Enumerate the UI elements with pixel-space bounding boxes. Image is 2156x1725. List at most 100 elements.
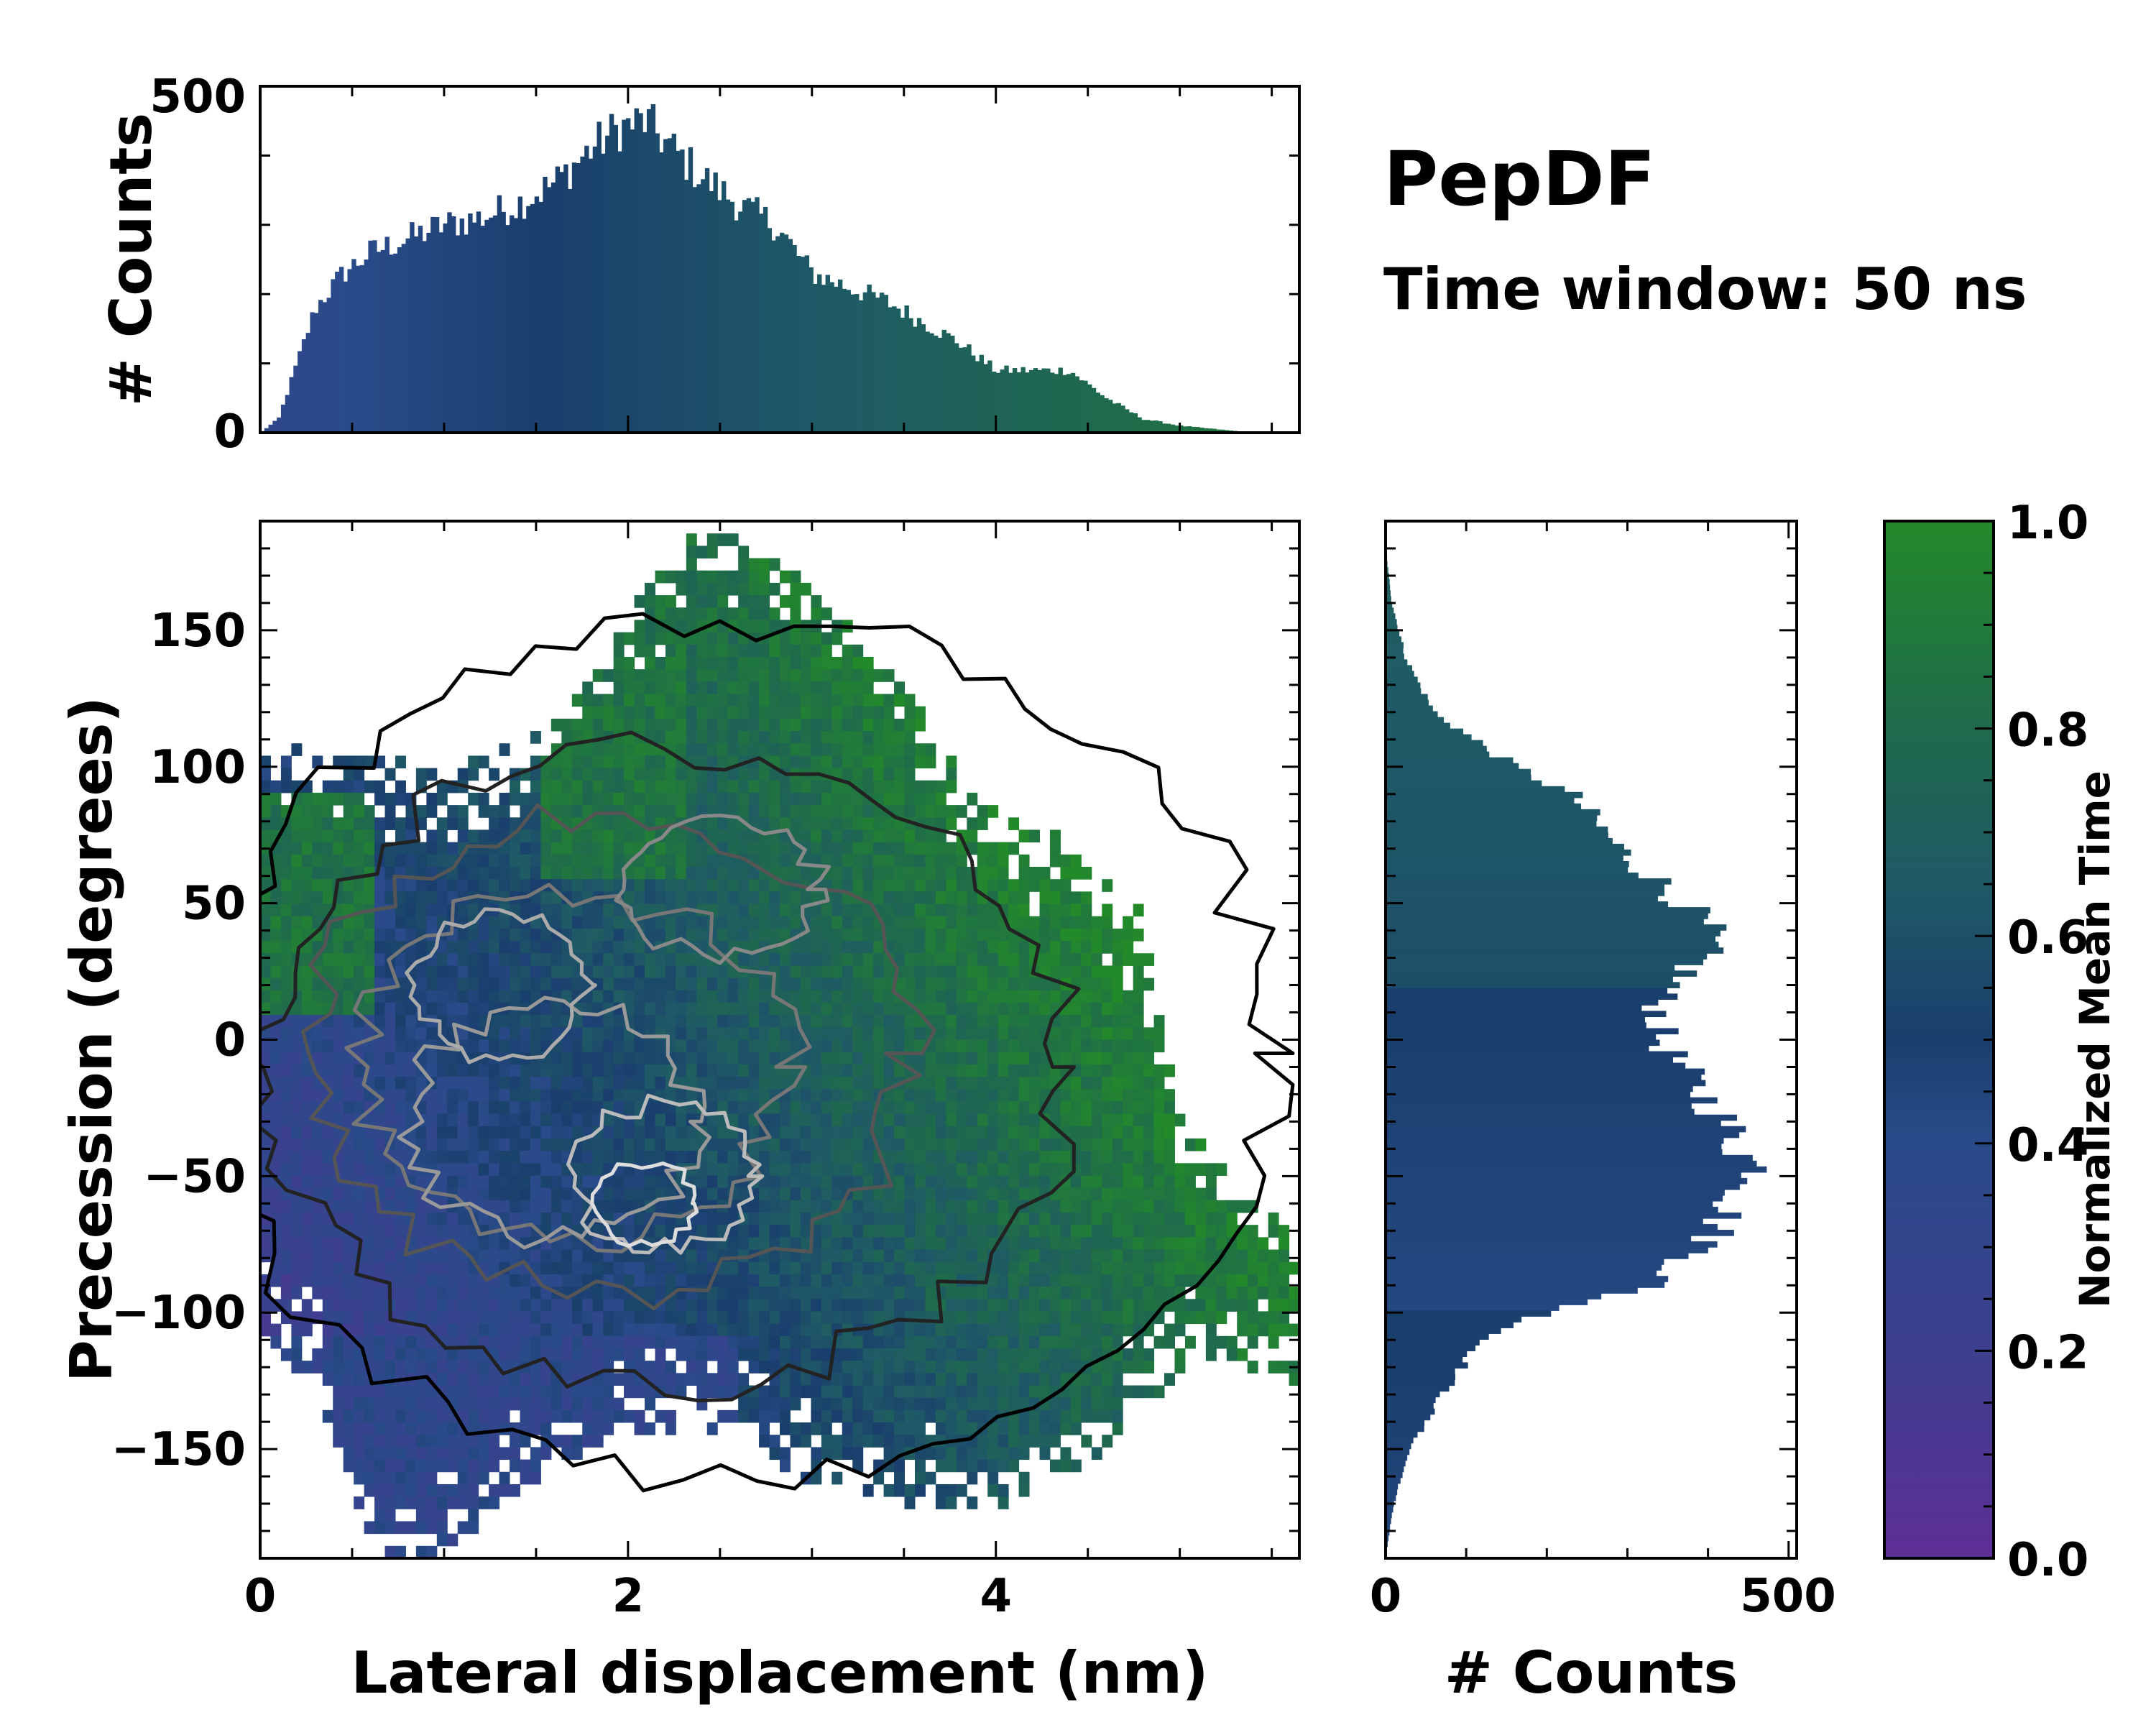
heatmap-cell [904, 978, 916, 991]
heatmap-cell [987, 854, 999, 868]
heatmap-cell [364, 1261, 375, 1275]
heatmap-cell [759, 1015, 770, 1028]
heatmap-cell [530, 1064, 541, 1077]
heatmap-cell [842, 867, 853, 880]
heatmap-cell [343, 1435, 354, 1448]
heatmap-cell [717, 1089, 729, 1102]
heatmap-cell [780, 1249, 791, 1263]
heatmap-cell [676, 1113, 687, 1127]
heatmap-cell [603, 1385, 614, 1399]
heatmap-cell [769, 656, 780, 670]
heatmap-cell [322, 780, 333, 794]
heatmap-cell [686, 1261, 697, 1275]
heatmap-cell [395, 1002, 406, 1016]
heatmap-cell [582, 1385, 594, 1399]
heatmap-cell [426, 1138, 438, 1151]
heatmap-cell [384, 817, 396, 830]
heatmap-cell [987, 1385, 999, 1399]
heatmap-cell [634, 1422, 645, 1435]
heatmap-cell [873, 1213, 885, 1225]
heatmap-cell [1029, 1225, 1040, 1238]
heatmap-cell [291, 1348, 303, 1361]
heatmap-cell [873, 1471, 885, 1485]
heatmap-cell [405, 854, 417, 868]
heatmap-cell [280, 928, 292, 942]
heatmap-cell [603, 743, 614, 756]
heatmap-cell [987, 1077, 999, 1090]
heatmap-cell [727, 990, 739, 1003]
heatmap-cell [727, 978, 739, 991]
top-histogram-bar [862, 292, 868, 433]
heatmap-cell [354, 805, 365, 818]
heatmap-cell [457, 829, 469, 843]
heatmap-cell [645, 854, 655, 868]
heatmap-cell [748, 681, 760, 694]
heatmap-cell [426, 891, 438, 905]
heatmap-cell [645, 1138, 655, 1151]
heatmap-cell [478, 1323, 489, 1337]
heatmap-cell [343, 768, 354, 781]
heatmap-cell [1060, 867, 1072, 880]
heatmap-cell [925, 1200, 936, 1213]
heatmap-cell [769, 731, 780, 744]
heatmap-cell [395, 953, 406, 966]
heatmap-cell [613, 1052, 625, 1065]
heatmap-cell [686, 1077, 697, 1090]
heatmap-cell [405, 1397, 417, 1411]
heatmap-cell [727, 1409, 739, 1423]
heatmap-cell [935, 891, 946, 905]
heatmap-cell [447, 1335, 459, 1349]
heatmap-cell [696, 879, 708, 892]
heatmap-cell [582, 1175, 594, 1189]
heatmap-cell [790, 1113, 801, 1127]
heatmap-cell [540, 1385, 552, 1399]
heatmap-cell [873, 1335, 885, 1349]
heatmap-cell [956, 1261, 967, 1275]
heatmap-cell [530, 1077, 541, 1090]
heatmap-cell [821, 1409, 832, 1423]
heatmap-cell [354, 1089, 365, 1102]
heatmap-cell [613, 1101, 625, 1115]
heatmap-cell [613, 817, 625, 830]
heatmap-cell [862, 755, 874, 769]
heatmap-cell [322, 1187, 333, 1201]
heatmap-cell [592, 1397, 604, 1411]
heatmap-cell [374, 1163, 386, 1176]
heatmap-cell [717, 1323, 729, 1337]
heatmap-cell [800, 1225, 811, 1238]
heatmap-cell [914, 1249, 926, 1263]
heatmap-cell [780, 842, 791, 855]
heatmap-cell [842, 681, 853, 694]
heatmap-cell [374, 1213, 386, 1225]
top-histogram-bar [1079, 380, 1084, 433]
heatmap-cell [447, 1064, 459, 1077]
heatmap-cell [800, 1348, 811, 1361]
heatmap-cell [1049, 1039, 1061, 1053]
heatmap-cell [333, 928, 344, 942]
heatmap-cell [312, 755, 323, 769]
heatmap-cell [468, 1299, 479, 1312]
heatmap-cell [780, 1311, 791, 1325]
heatmap-cell [852, 978, 864, 991]
heatmap-cell [665, 965, 676, 979]
heatmap-cell [447, 1249, 459, 1263]
heatmap-cell [727, 1039, 739, 1053]
heatmap-cell [624, 829, 635, 843]
heatmap-cell [665, 607, 676, 620]
heatmap-cell [780, 718, 791, 732]
heatmap-cell [426, 1361, 438, 1374]
heatmap-cell [520, 1373, 531, 1386]
heatmap-cell [904, 780, 916, 794]
heatmap-cell [956, 928, 967, 942]
heatmap-cell [1018, 903, 1030, 917]
top-histogram-bar [335, 271, 340, 433]
heatmap-cell [904, 842, 916, 855]
heatmap-cell [270, 1335, 282, 1349]
heatmap-cell [1049, 1335, 1061, 1349]
heatmap-cell [925, 903, 936, 917]
heatmap-cell [634, 1323, 645, 1337]
heatmap-cell [447, 1077, 459, 1090]
heatmap-cell [592, 903, 604, 917]
heatmap-cell [759, 1213, 770, 1225]
heatmap-cell [561, 755, 573, 769]
